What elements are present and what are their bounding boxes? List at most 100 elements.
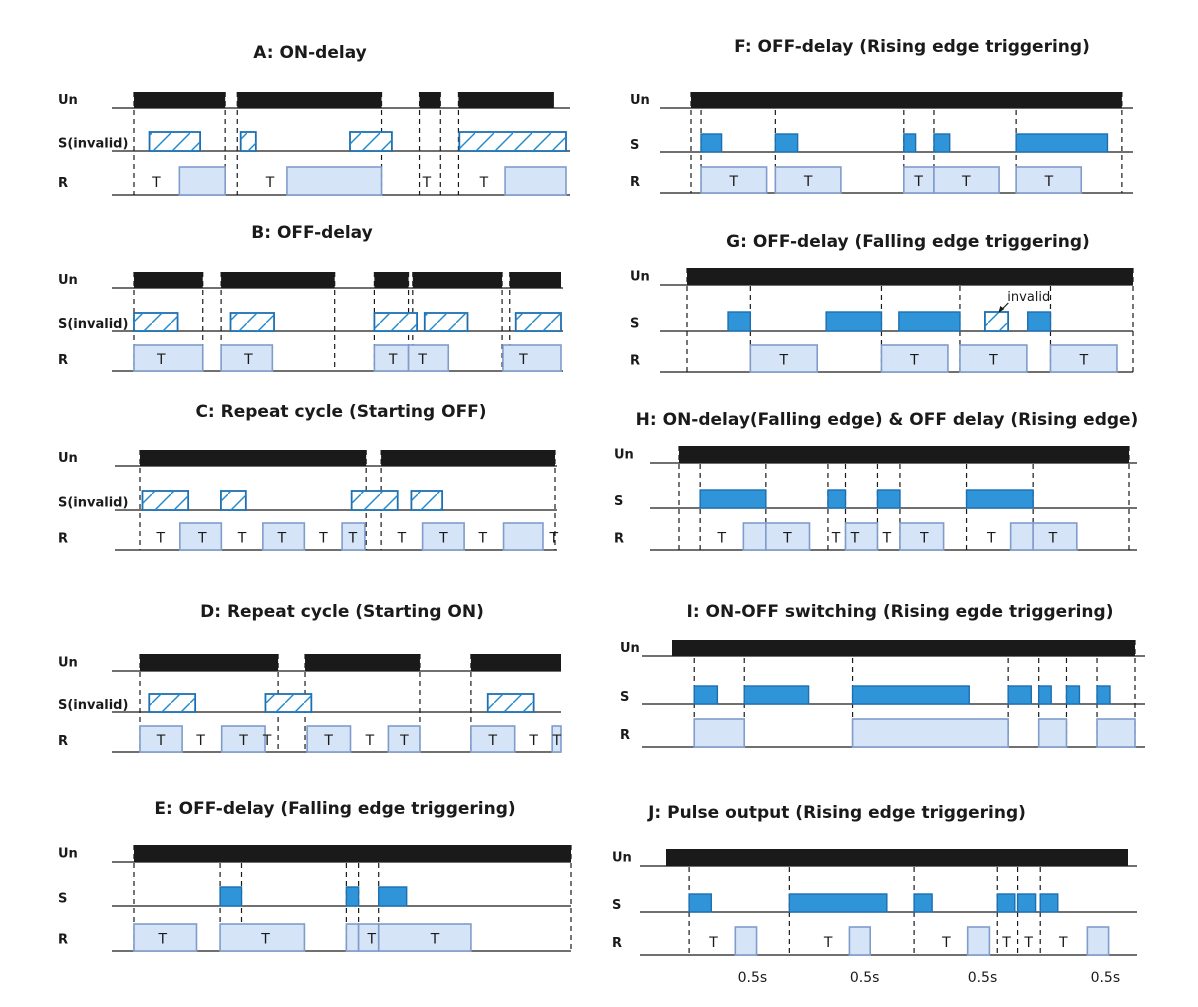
panel-f-r-output bbox=[1015, 166, 1083, 194]
panel-f-r-output bbox=[774, 166, 842, 194]
panel-d-time-label: T bbox=[399, 733, 409, 749]
panel-c-un-pulse bbox=[381, 450, 555, 466]
panel-g-s-pulse bbox=[825, 311, 883, 332]
panel-b-r-output bbox=[220, 344, 274, 372]
panel-i-r-output bbox=[693, 718, 746, 748]
panel-c-r-output bbox=[341, 522, 366, 551]
panel-i-s-pulse bbox=[1096, 685, 1111, 705]
panel-i-s-pulse bbox=[743, 685, 810, 705]
panel-b-row-label-r: R bbox=[58, 353, 68, 368]
panel-b-r-output bbox=[407, 344, 450, 372]
panel-j-title: J: Pulse output (Rising edge triggering) bbox=[647, 803, 1026, 823]
panel-i-s-pulse bbox=[851, 685, 970, 705]
panel-f-s-pulse bbox=[933, 133, 951, 153]
panel-i-r-output bbox=[1096, 718, 1136, 748]
panel-a: A: ON-delay Un S(invalid) R T T T T bbox=[58, 43, 570, 196]
panel-a-r-output bbox=[178, 166, 226, 196]
panel-j-r-output bbox=[734, 926, 758, 956]
panel-d-row-label-un: Un bbox=[58, 656, 78, 671]
panel-g-title: G: OFF-delay (Falling edge triggering) bbox=[726, 232, 1090, 252]
panel-d-time-label: T bbox=[323, 733, 333, 749]
panel-a-time-label: T bbox=[479, 175, 489, 191]
panel-e-time-label: T bbox=[260, 932, 270, 948]
panel-a-title: A: ON-delay bbox=[253, 43, 366, 63]
panel-f-row-label-un: Un bbox=[630, 93, 650, 108]
panel-i-title: I: ON-OFF switching (Rising egde trigger… bbox=[687, 602, 1114, 622]
panel-h-r-output bbox=[899, 522, 945, 551]
panel-j-pulse-duration: 0.5s bbox=[850, 970, 880, 986]
panel-i-row-label-s: S bbox=[620, 690, 629, 705]
panel-d-un-pulse bbox=[470, 654, 561, 671]
panel-g-s-pulse bbox=[898, 311, 961, 332]
panel-a-un-pulse bbox=[419, 92, 441, 108]
panel-f-time-label: T bbox=[803, 174, 813, 190]
panel-a-time-label: T bbox=[422, 175, 432, 191]
panel-a-row-label-s: S(invalid) bbox=[58, 137, 128, 152]
panel-c-row-label-r: R bbox=[58, 532, 68, 547]
panel-a-s-hatch bbox=[459, 132, 566, 151]
panel-h-time-label: T bbox=[850, 531, 860, 547]
panel-h-time-label: T bbox=[919, 531, 929, 547]
panel-e-row-label-un: Un bbox=[58, 847, 78, 862]
panel-g-time-label: T bbox=[1079, 353, 1089, 369]
panel-h-s-pulse bbox=[876, 489, 901, 509]
panel-a-r-output bbox=[286, 166, 383, 196]
panel-c-time-label: T bbox=[277, 531, 287, 547]
panel-c-r-output bbox=[179, 522, 223, 551]
panel-a-un-pulse bbox=[134, 92, 226, 108]
panel-j-s-pulse bbox=[996, 893, 1016, 913]
panel-h-s-pulse bbox=[827, 489, 847, 509]
panel-h-r-output bbox=[765, 522, 811, 551]
panel-b-s-hatch bbox=[374, 313, 418, 331]
panel-a-s-hatch bbox=[149, 132, 201, 151]
panel-d-time-label: T bbox=[528, 733, 538, 749]
panel-j-time-label: T bbox=[941, 935, 951, 951]
panel-b-r-output bbox=[373, 344, 410, 372]
panel-g-s-hatch bbox=[984, 312, 1009, 331]
panel-f-r-output bbox=[933, 166, 1000, 194]
panel-d-time-label: T bbox=[156, 733, 166, 749]
panel-d-s-hatch bbox=[149, 694, 196, 712]
panel-i-s-pulse bbox=[1007, 685, 1032, 705]
panel-h-r-output bbox=[742, 522, 767, 551]
panel-f-s-pulse bbox=[774, 133, 799, 153]
panel-c-s-hatch bbox=[351, 491, 398, 510]
panel-h-row-label-un: Un bbox=[614, 448, 634, 463]
panel-b-title: B: OFF-delay bbox=[251, 223, 372, 243]
panel-j-s-pulse bbox=[1039, 893, 1059, 913]
panel-g-r-output bbox=[959, 344, 1028, 373]
panel-j-un-pulse bbox=[666, 849, 1128, 866]
panel-h-time-label: T bbox=[716, 531, 726, 547]
panel-e-s-pulse bbox=[219, 886, 243, 907]
panel-i: I: ON-OFF switching (Rising egde trigger… bbox=[620, 602, 1145, 748]
panel-e-time-label: T bbox=[158, 932, 168, 948]
panel-e-r-output bbox=[219, 923, 306, 952]
panel-f-title: F: OFF-delay (Rising edge triggering) bbox=[734, 37, 1090, 57]
panel-d-r-output bbox=[551, 725, 562, 753]
panel-b-un-pulse bbox=[374, 272, 409, 288]
panel-g-row-label-s: S bbox=[630, 317, 639, 332]
panel-b-time-label: T bbox=[243, 352, 253, 368]
panel-c-s-hatch bbox=[220, 491, 246, 510]
panel-d: D: Repeat cycle (Starting ON) Un S(invalid… bbox=[58, 602, 562, 753]
panel-i-s-pulse bbox=[1037, 685, 1052, 705]
panel-d-time-label: T bbox=[238, 733, 248, 749]
panel-d-r-output bbox=[139, 725, 183, 753]
panel-h-time-label: T bbox=[1048, 531, 1058, 547]
panel-d-title: D: Repeat cycle (Starting ON) bbox=[200, 602, 484, 622]
panel-e-row-label-r: R bbox=[58, 933, 68, 948]
panel-c-time-label: T bbox=[548, 531, 558, 547]
panel-b-time-label: T bbox=[388, 352, 398, 368]
panel-d-r-output bbox=[306, 725, 352, 753]
panel-b-s-hatch bbox=[424, 313, 468, 331]
panel-d-s-hatch bbox=[487, 694, 534, 712]
panel-a-row-label-un: Un bbox=[58, 93, 78, 108]
panel-c-time-label: T bbox=[197, 531, 207, 547]
panel-h-time-label: T bbox=[882, 531, 892, 547]
panel-h-time-label: T bbox=[782, 531, 792, 547]
panel-c-time-label: T bbox=[318, 531, 328, 547]
panel-f-row-label-r: R bbox=[630, 175, 640, 190]
panel-b-time-label: T bbox=[156, 352, 166, 368]
panel-j-pulse-duration: 0.5s bbox=[968, 970, 998, 986]
